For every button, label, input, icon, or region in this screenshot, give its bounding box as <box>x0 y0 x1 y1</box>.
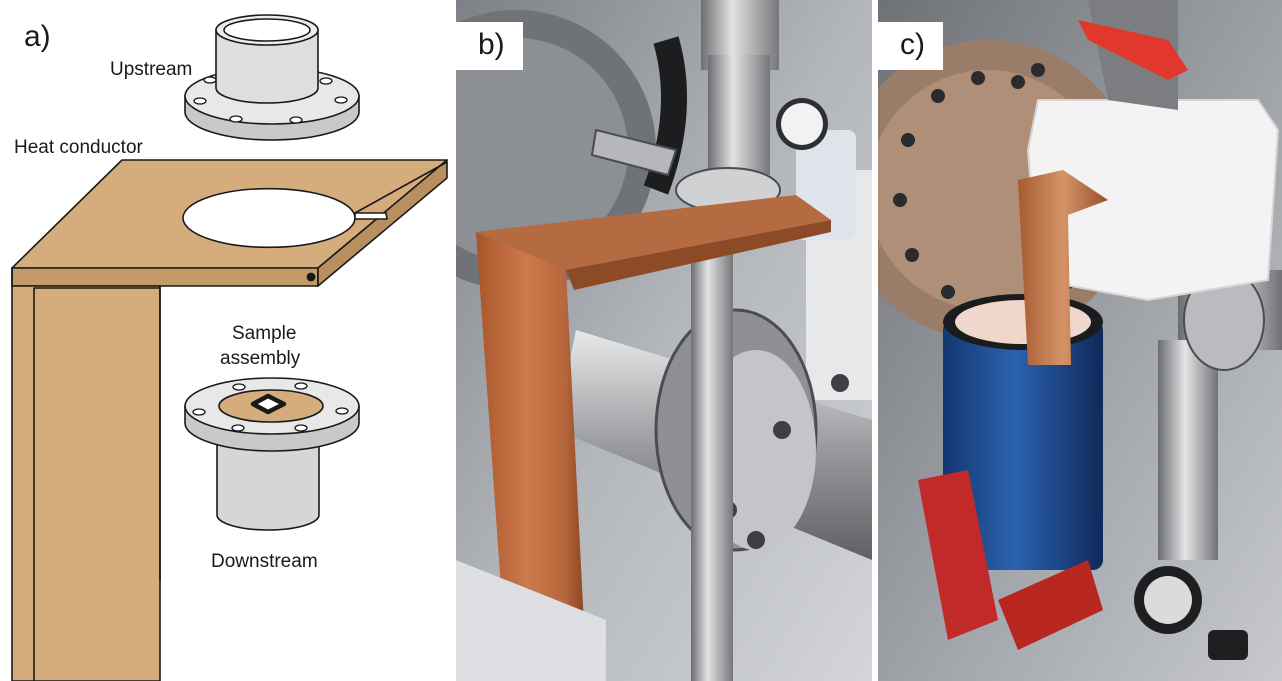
sample-assembly-flange <box>184 377 360 531</box>
upstream-label: Upstream <box>110 59 193 80</box>
downstream-label: Downstream <box>211 551 318 572</box>
panel-b-photo: b) <box>456 0 872 681</box>
upstream-flange <box>184 14 360 141</box>
valve <box>590 128 678 177</box>
copper-strap <box>1018 170 1108 365</box>
panel-c-photo: c) <box>878 0 1282 681</box>
panel-a-schematic: Upstream Heat conductor Sample assembly … <box>0 0 452 681</box>
red-tag <box>1078 20 1188 80</box>
schematic-drawing <box>11 14 448 681</box>
copper-bracket <box>476 195 831 665</box>
heat-conductor-label: Heat conductor <box>14 137 143 158</box>
sample-assembly-label-line2: assembly <box>220 348 301 369</box>
red-housing <box>918 470 998 640</box>
vertical-tube <box>691 250 733 681</box>
panel-c-label: c) <box>878 22 943 70</box>
photo-b-drawing <box>456 0 872 681</box>
panel-b-label: b) <box>456 22 523 70</box>
photo-c-drawing <box>878 0 1282 681</box>
panel-a-label: a) <box>24 20 51 53</box>
heat-conductor <box>11 159 448 681</box>
sample-assembly-label-line1: Sample <box>232 323 297 344</box>
